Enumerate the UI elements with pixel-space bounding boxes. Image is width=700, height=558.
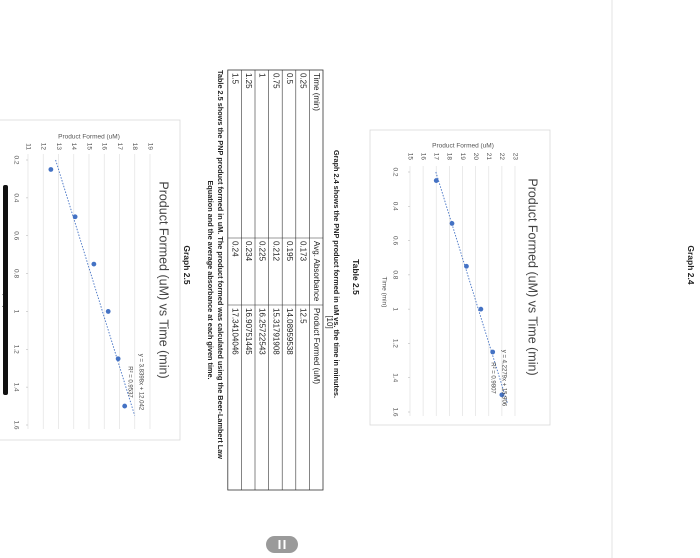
table-cell: 1.5 [230, 73, 239, 85]
trendline-annotation: y = 3.8398x + 12.042 [137, 354, 143, 411]
data-point [115, 356, 121, 362]
y-tick-label: 23 [511, 153, 518, 161]
y-tick-label: 20 [472, 153, 479, 161]
table-cell: 0.212 [271, 241, 280, 262]
data-point [122, 403, 128, 409]
trendline-annotation: y = 4.2279x + 15.906 [500, 350, 506, 407]
x-tick-label: 1.2 [12, 345, 19, 354]
table-cell: 0.5 [285, 73, 294, 85]
y-tick-label: 19 [146, 143, 153, 151]
y-tick-label: 15 [406, 153, 413, 161]
y-axis-label: Product Formed (uM) [432, 143, 494, 150]
y-tick-label: 12 [40, 143, 47, 151]
table-cell: 16.90751445 [244, 308, 253, 355]
y-tick-label: 21 [485, 153, 492, 161]
table-reference: [10] [325, 315, 334, 328]
y-tick-label: 22 [498, 153, 505, 161]
table-title: Table 2.5 [351, 259, 361, 295]
trendline-annotation: R² = 0.9537 [126, 366, 132, 398]
data-point [490, 349, 496, 355]
chart-frame [369, 129, 551, 426]
x-tick-label: 1.6 [391, 407, 398, 416]
x-tick-label: 1 [391, 307, 398, 311]
trendline [435, 171, 508, 404]
y-tick-label: 14 [70, 143, 77, 151]
table-cell: 0.173 [298, 241, 307, 262]
y-tick-label: 16 [101, 143, 108, 151]
data-point [449, 221, 455, 226]
trendline [55, 159, 136, 416]
table-cell: 15.31791908 [271, 308, 280, 355]
y-tick-label: 16 [419, 153, 426, 161]
data-point [48, 167, 54, 172]
graph-label: Graph 2.5 [182, 245, 192, 284]
data-point [499, 392, 505, 398]
data-point [433, 178, 439, 183]
chart-title: Product Formed (uM) vs Time (min) [157, 181, 171, 378]
x-tick-label: 0.2 [391, 167, 398, 176]
table-cell: 0.195 [285, 241, 294, 262]
table-cell: 0.75 [271, 73, 280, 89]
table-cell: 0.234 [244, 241, 253, 262]
y-axis-label: Product Formed (uM) [58, 134, 120, 141]
y-tick-label: 18 [446, 153, 453, 161]
page-control-bar [283, 540, 286, 549]
y-tick-label: 19 [459, 153, 466, 161]
table-caption-line: Table 2.5 shows the PNP product formed i… [216, 70, 225, 459]
page-control[interactable] [266, 536, 298, 553]
y-tick-label: 11 [24, 143, 31, 150]
x-tick-label: 0.6 [391, 236, 398, 245]
table-cell: 0.25 [298, 73, 307, 89]
x-tick-label: 0.8 [12, 269, 19, 278]
data-point [464, 263, 469, 269]
x-tick-label: 1.6 [12, 420, 19, 429]
data-point [91, 261, 97, 267]
table-header-cell: Product Formed (uM) [312, 308, 321, 384]
y-tick-label: 15 [85, 143, 92, 151]
x-tick-label: 1 [12, 310, 19, 314]
table-cell: 17.34104046 [230, 308, 239, 355]
x-tick-label: 1.4 [12, 383, 19, 392]
trendline-annotation: R² = 0.9807 [489, 362, 495, 394]
y-tick-label: 13 [55, 143, 62, 151]
table-cell: 1 [258, 73, 267, 78]
table-header-cell: Avg. Absorbance [312, 241, 321, 302]
x-tick-label: 0.8 [391, 270, 398, 279]
y-tick-label: 18 [131, 143, 138, 151]
table-cell: 16.25722543 [258, 308, 267, 355]
x-tick-label: 1.2 [391, 339, 398, 348]
table-cell: 0.24 [230, 241, 239, 257]
chart-frame [0, 119, 181, 441]
y-tick-label: 17 [116, 143, 123, 151]
table-border [227, 69, 324, 491]
scrollbar[interactable] [3, 185, 8, 395]
table-cell: 0.225 [258, 241, 267, 262]
x-tick-label: 0.2 [12, 155, 19, 164]
x-tick-label: 1.4 [391, 373, 398, 382]
data-point [478, 306, 484, 312]
rotated-page: Graph 2.4 Graph 2.4 shows the PNP produc… [0, 69, 696, 491]
y-tick-label: 17 [433, 153, 440, 161]
page-control-bar [278, 540, 281, 549]
table-header-cell: Time (min) [312, 73, 321, 111]
table-cell: 1.25 [244, 73, 253, 89]
x-tick-label: 0.6 [12, 231, 19, 240]
table-cell: 14.08959538 [285, 308, 294, 355]
data-point [72, 214, 78, 220]
page-heading: Graph 2.4 [686, 245, 696, 284]
data-point [105, 309, 111, 314]
x-tick-label: 0.4 [391, 202, 398, 211]
table-cell: 12.5 [298, 308, 307, 324]
x-tick-label: 0.4 [12, 193, 19, 202]
chart-title: Product Formed (uM) vs Time (min) [526, 178, 540, 375]
x-axis-label: Time (min) [380, 277, 387, 308]
graph-caption: Graph 2.4 shows the PNP product formed i… [332, 150, 341, 398]
table-caption-line: Equation and the average absorbance at e… [206, 180, 215, 379]
